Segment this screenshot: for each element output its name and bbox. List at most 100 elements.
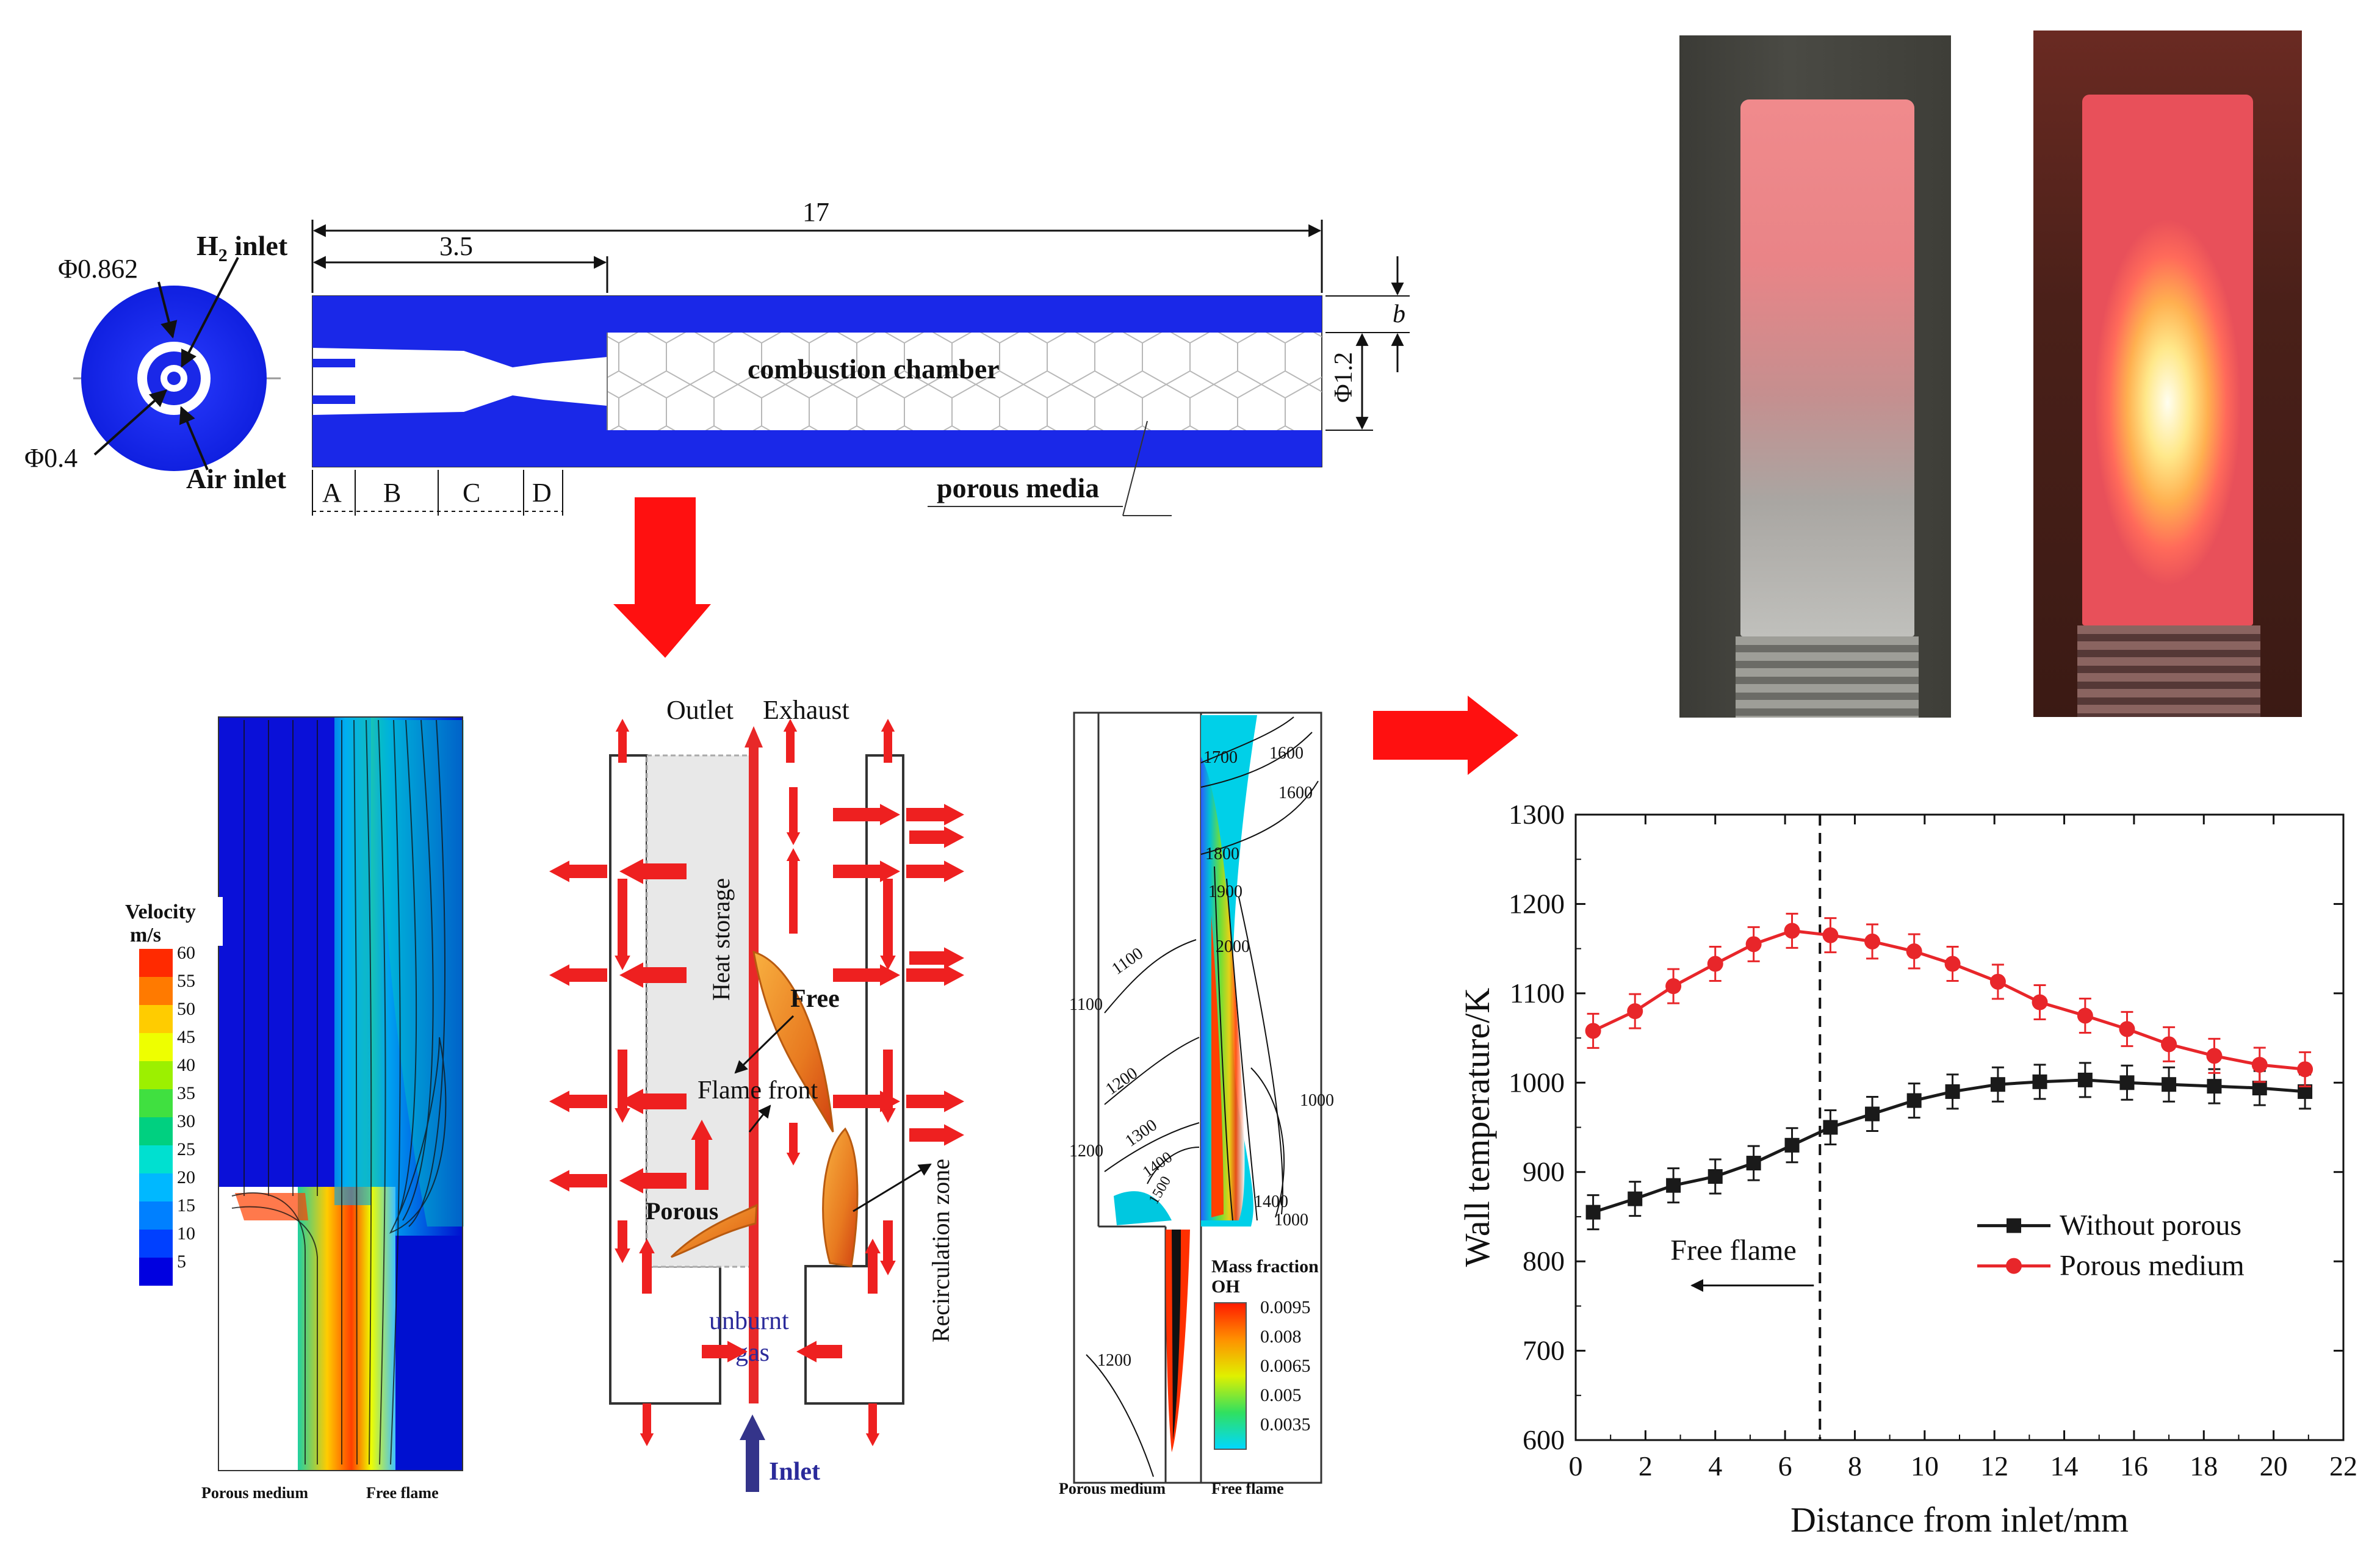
flow-arrow <box>549 860 607 882</box>
y-tick-label: 800 <box>1523 1245 1565 1277</box>
colorbar-swatch <box>139 1230 173 1258</box>
colorbar-tick: 60 <box>177 943 195 963</box>
colorbar-tick: 50 <box>177 999 195 1019</box>
flow-arrow <box>549 1090 607 1112</box>
velocity-colorbar: 60 55 50 45 40 35 30 25 20 15 10 5 <box>139 943 195 1286</box>
svg-text:1800: 1800 <box>1205 845 1239 863</box>
free-label: Free <box>790 985 840 1013</box>
wall-temperature-chart: 0 2 4 6 8 10 12 14 16 18 20 22 600 700 800 900 1000 1100 1… <box>1457 799 2357 1540</box>
recirculation-label: Recirculation zone <box>927 1159 954 1342</box>
colorbar-tick: 20 <box>177 1167 195 1187</box>
svg-text:1200: 1200 <box>1097 1351 1131 1370</box>
flow-arrow <box>619 1089 687 1114</box>
colorbar-swatch <box>139 1145 173 1173</box>
colorbar-swatch <box>139 1117 173 1145</box>
colorbar-tick: 45 <box>177 1027 195 1047</box>
heat-storage-label: Heat storage <box>707 878 735 1001</box>
data-point <box>1666 1178 1681 1193</box>
y-tick-label: 1200 <box>1509 888 1565 919</box>
flow-arrow <box>639 1239 655 1294</box>
mechanism-schematic: Outlet Exhaust Heat storage Free Flame f… <box>549 695 964 1492</box>
dimension-right: b Φ1.2 <box>1325 256 1410 431</box>
oh-label-free: Free flame <box>1211 1480 1284 1497</box>
svg-text:D: D <box>532 478 552 508</box>
colorbar-tick: 25 <box>177 1139 195 1159</box>
colorbar-tick: 30 <box>177 1111 195 1131</box>
flow-arrow <box>615 1220 630 1263</box>
velocity-label-porous: Porous medium <box>201 1484 308 1502</box>
flow-arrow <box>833 964 900 986</box>
data-point <box>1627 1003 1643 1020</box>
combustion-chamber-label: combustion chamber <box>748 353 1000 384</box>
colorbar-swatch <box>139 1173 173 1201</box>
flow-arrow <box>619 962 687 988</box>
flow-arrow <box>906 964 964 986</box>
data-point <box>2077 1072 2093 1087</box>
flow-arrow <box>549 1170 607 1192</box>
oh-tick: 0.005 <box>1260 1385 1302 1405</box>
y-tick-label: 1300 <box>1509 799 1565 830</box>
data-point <box>2161 1036 2177 1053</box>
porous-label: Porous <box>646 1197 718 1225</box>
flow-arrows <box>549 719 964 1446</box>
flow-arrow <box>615 879 630 970</box>
velocity-contour-panel: Velocity m/s 60 55 50 45 40 35 30 25 20 15 10 5 Por… <box>122 716 464 1502</box>
flow-arrow <box>786 1123 801 1165</box>
svg-text:1700: 1700 <box>1203 748 1238 767</box>
x-tick-label: 16 <box>2120 1450 2148 1482</box>
x-axis-label: Distance from inlet/mm <box>1790 1500 2129 1540</box>
flow-arrow <box>615 719 630 763</box>
flow-arrow <box>909 826 964 848</box>
exhaust-label: Exhaust <box>763 695 849 725</box>
oh-colorbar-ticks: 0.0095 0.008 0.0065 0.005 0.0035 <box>1260 1297 1311 1435</box>
h2-inlet-label: H2 inlet <box>197 230 288 265</box>
glowing-tube-bright <box>2082 95 2253 625</box>
data-point <box>1864 933 1881 949</box>
oh-tick: 0.0095 <box>1260 1297 1311 1317</box>
x-tick-label: 14 <box>2050 1450 2079 1482</box>
x-tick-label: 0 <box>1569 1450 1583 1482</box>
velocity-title: Velocity <box>125 901 196 923</box>
svg-text:Φ1.2: Φ1.2 <box>1330 352 1358 403</box>
x-tick-label: 4 <box>1708 1450 1722 1482</box>
unburnt-label: unburnt <box>709 1307 789 1335</box>
data-point <box>2297 1061 2313 1078</box>
flow-arrow <box>880 1050 896 1123</box>
y-tick-label: 900 <box>1523 1156 1565 1187</box>
svg-text:b: b <box>1393 300 1405 328</box>
data-point <box>1865 1106 1880 1122</box>
data-point <box>1989 973 2006 990</box>
x-tick-label: 18 <box>2190 1450 2218 1482</box>
data-point <box>2032 994 2048 1010</box>
flow-arrow <box>909 947 964 969</box>
flow-arrow <box>702 1341 748 1363</box>
dimension-inlet-length: 3.5 <box>312 231 608 293</box>
legend-marker <box>2007 1218 2021 1233</box>
svg-text:1200: 1200 <box>1069 1142 1103 1161</box>
data-point <box>1945 1084 1960 1099</box>
flow-arrow <box>833 860 900 882</box>
velocity-label-free: Free flame <box>366 1484 439 1502</box>
colorbar-tick: 35 <box>177 1083 195 1103</box>
data-point <box>1906 1093 1922 1108</box>
flow-arrow <box>796 1341 842 1363</box>
outer-diameter-label: Φ0.862 <box>58 254 138 284</box>
flow-arrow <box>906 1090 964 1112</box>
y-axis-label: Wall temperature/K <box>1457 988 1497 1267</box>
data-point <box>1906 943 1922 960</box>
flow-arrow <box>865 1239 881 1294</box>
flow-arrow <box>906 860 964 882</box>
data-point <box>1944 956 1961 972</box>
flow-arrow <box>909 1124 964 1146</box>
data-point <box>1823 1120 1838 1135</box>
x-tick-label: 12 <box>1980 1450 2008 1482</box>
dimension-total-length: 17 <box>311 197 1323 293</box>
outlet-label: Outlet <box>666 695 734 725</box>
oh-tick: 0.0035 <box>1260 1414 1311 1435</box>
photo-without-porous <box>1679 35 1951 718</box>
x-tick-label: 8 <box>1848 1450 1862 1482</box>
data-point <box>1822 927 1839 943</box>
data-point <box>2119 1075 2135 1090</box>
flow-arrow <box>786 848 801 934</box>
